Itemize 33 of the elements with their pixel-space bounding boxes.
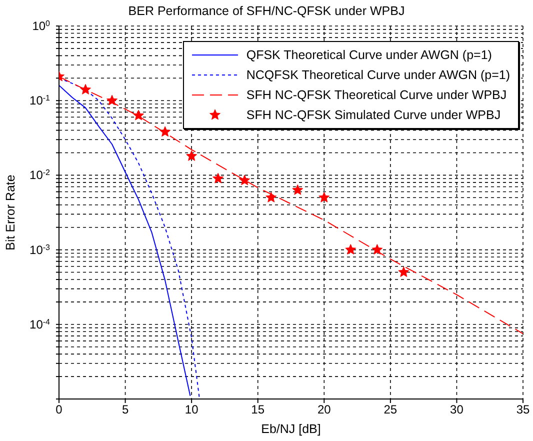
legend-label: NCQFSK Theoretical Curve under AWGN (p=1) — [246, 68, 510, 82]
point — [186, 150, 198, 161]
point — [239, 174, 250, 186]
point — [372, 244, 383, 254]
x-tick-label: 0 — [56, 402, 63, 417]
legend-label: QFSK Theoretical Curve under AWGN (p=1) — [246, 48, 492, 62]
legend-label: SFH NC-QFSK Simulated Curve under WPBJ — [246, 108, 501, 122]
legend-label: SFH NC-QFSK Theoretical Curve under WPBJ — [246, 88, 507, 102]
point — [212, 172, 224, 184]
x-axis-title: Eb/NJ [dB] — [261, 422, 321, 436]
x-tick-label: 35 — [516, 402, 530, 417]
x-tick-label: 30 — [450, 402, 464, 417]
y-axis-title: Bit Error Rate — [3, 174, 18, 250]
point — [398, 266, 410, 277]
x-tick-label: 25 — [384, 402, 398, 417]
point — [133, 110, 144, 120]
y-tick-label: 10$^{-1}$ — [30, 93, 51, 108]
chart-title: BER Performance of SFH/NC-QFSK under WPBJ — [127, 4, 406, 18]
y-tick-label: 10$^{-3}$ — [30, 242, 51, 257]
point — [318, 192, 330, 202]
point — [106, 94, 118, 106]
y-tick-label: 10$^{0}$ — [32, 18, 51, 33]
x-tick-label: 15 — [251, 402, 265, 417]
x-tick-label: 5 — [122, 402, 129, 417]
y-tick-label: 10$^{-2}$ — [30, 168, 51, 182]
point — [266, 192, 277, 202]
point — [80, 84, 91, 94]
y-tick-label: 10$^{-4}$ — [30, 316, 51, 332]
point — [160, 126, 171, 137]
point — [292, 184, 304, 195]
x-tick-label: 20 — [317, 402, 332, 417]
x-tick-label: 10 — [184, 402, 199, 417]
point — [345, 244, 356, 254]
